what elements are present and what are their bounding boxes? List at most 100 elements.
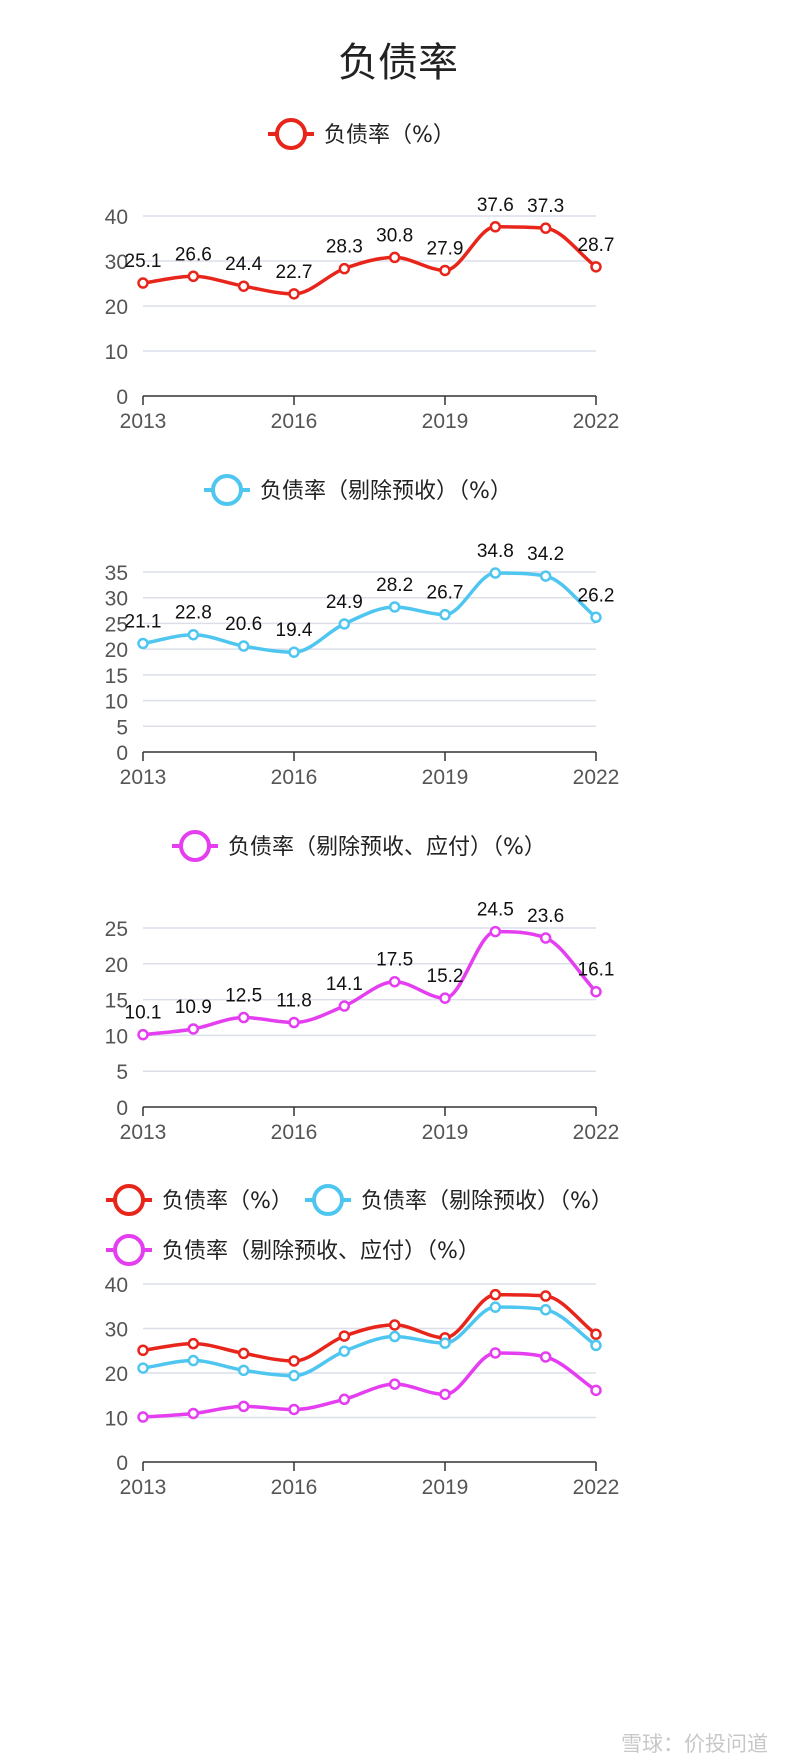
legend-label-0[interactable]: 负债率（剔除预收）（%） — [260, 479, 512, 504]
data-point[interactable] — [288, 288, 300, 300]
data-point[interactable] — [237, 1347, 250, 1360]
legend-marker-icon — [179, 830, 211, 862]
data-point[interactable] — [489, 1288, 502, 1301]
data-point[interactable] — [489, 1347, 502, 1359]
data-point[interactable] — [187, 628, 200, 641]
data-point[interactable] — [338, 1393, 351, 1406]
data-point[interactable] — [137, 1028, 149, 1041]
data-label: 34.8 — [477, 541, 514, 562]
data-point[interactable] — [237, 280, 250, 292]
data-point[interactable] — [590, 611, 602, 624]
data-point[interactable] — [338, 618, 351, 630]
data-point[interactable] — [237, 640, 250, 652]
data-point[interactable] — [338, 1345, 351, 1357]
data-point[interactable] — [187, 1354, 200, 1367]
data-point[interactable] — [137, 277, 149, 289]
data-label: 37.6 — [477, 195, 514, 216]
y-tick-label: 0 — [116, 386, 128, 409]
data-point[interactable] — [489, 1301, 502, 1313]
data-label: 26.6 — [175, 244, 212, 265]
y-tick-label: 15 — [105, 990, 128, 1013]
data-label: 22.7 — [276, 262, 313, 283]
data-point[interactable] — [288, 1355, 300, 1367]
data-point[interactable] — [388, 975, 401, 988]
x-tick-label: 2016 — [271, 1476, 318, 1499]
y-tick-label: 15 — [105, 665, 128, 688]
data-label: 15.2 — [427, 966, 464, 987]
data-point[interactable] — [137, 1411, 149, 1423]
data-point[interactable] — [539, 1290, 552, 1302]
chart-panel-debt-ratio: 负债率（%） 0 10 20 30 40 2013 2016 2019 2022 25.1 26.6 2… — [105, 118, 619, 433]
legend-label-0[interactable]: 负债率（%） — [324, 123, 455, 148]
data-point[interactable] — [187, 1337, 200, 1350]
data-point[interactable] — [338, 262, 351, 275]
y-tick-label: 30 — [105, 588, 128, 611]
data-point[interactable] — [288, 1403, 300, 1416]
data-point[interactable] — [489, 221, 502, 233]
x-tick-label: 2013 — [120, 766, 167, 789]
x-tick-label: 2022 — [573, 1121, 620, 1144]
data-point[interactable] — [288, 1369, 300, 1382]
legend-marker-icon — [275, 118, 307, 150]
data-label: 28.7 — [578, 235, 615, 256]
legend-label-0[interactable]: 负债率（%） — [162, 1189, 293, 1214]
data-point[interactable] — [338, 1000, 351, 1012]
data-point[interactable] — [187, 1407, 200, 1420]
data-point[interactable] — [137, 1344, 149, 1357]
data-label: 25.1 — [125, 251, 162, 272]
data-point[interactable] — [590, 261, 602, 273]
data-point[interactable] — [237, 1400, 250, 1413]
data-point[interactable] — [590, 1339, 602, 1352]
data-point[interactable] — [288, 646, 300, 658]
y-tick-label: 5 — [116, 1061, 128, 1084]
data-label: 10.9 — [175, 997, 212, 1018]
y-tick-label: 35 — [105, 562, 128, 585]
data-point[interactable] — [388, 251, 401, 264]
data-point[interactable] — [137, 1362, 149, 1374]
data-label: 26.2 — [578, 585, 615, 606]
data-point[interactable] — [439, 1337, 451, 1349]
data-point[interactable] — [590, 1384, 602, 1397]
data-point[interactable] — [489, 925, 502, 938]
data-point[interactable] — [237, 1011, 250, 1024]
data-point[interactable] — [539, 1351, 552, 1363]
data-point[interactable] — [539, 1304, 552, 1316]
legend-label-1[interactable]: 负债率（剔除预收）（%） — [361, 1189, 613, 1214]
data-point[interactable] — [539, 932, 552, 944]
series-line-0 — [142, 225, 598, 296]
y-tick-label: 0 — [116, 1452, 128, 1475]
data-point[interactable] — [137, 637, 149, 650]
data-point[interactable] — [489, 567, 502, 579]
series-line-0 — [142, 929, 598, 1037]
data-point[interactable] — [338, 1330, 351, 1342]
data-point[interactable] — [187, 1023, 200, 1035]
data-point[interactable] — [388, 1330, 401, 1343]
legend-marker-icon — [113, 1184, 145, 1216]
data-point[interactable] — [388, 1319, 401, 1331]
data-point[interactable] — [439, 608, 451, 621]
data-point[interactable] — [590, 985, 602, 998]
data-point[interactable] — [187, 270, 200, 283]
y-tick-label: 20 — [105, 296, 128, 319]
series-line-1 — [142, 1305, 598, 1378]
data-point[interactable] — [539, 570, 552, 582]
data-point[interactable] — [288, 1016, 300, 1029]
data-point[interactable] — [388, 1378, 401, 1390]
data-label: 17.5 — [376, 950, 413, 971]
data-point[interactable] — [439, 1388, 451, 1401]
data-point[interactable] — [439, 992, 451, 1004]
data-point[interactable] — [539, 222, 552, 234]
data-point[interactable] — [388, 601, 401, 613]
data-point[interactable] — [237, 1364, 250, 1377]
legend-label-0[interactable]: 负债率（剔除预收、应付）（%） — [228, 835, 546, 860]
data-point[interactable] — [439, 264, 451, 277]
x-tick-label: 2013 — [120, 1121, 167, 1144]
data-point[interactable] — [590, 1328, 602, 1341]
legend-label-2[interactable]: 负债率（剔除预收、应付）（%） — [162, 1239, 480, 1264]
y-tick-label: 20 — [105, 954, 128, 977]
watermark: 雪球：价投问道 — [621, 1732, 768, 1756]
series-line-0 — [142, 571, 598, 654]
data-label: 19.4 — [276, 620, 313, 641]
series-line-0 — [142, 1292, 598, 1363]
